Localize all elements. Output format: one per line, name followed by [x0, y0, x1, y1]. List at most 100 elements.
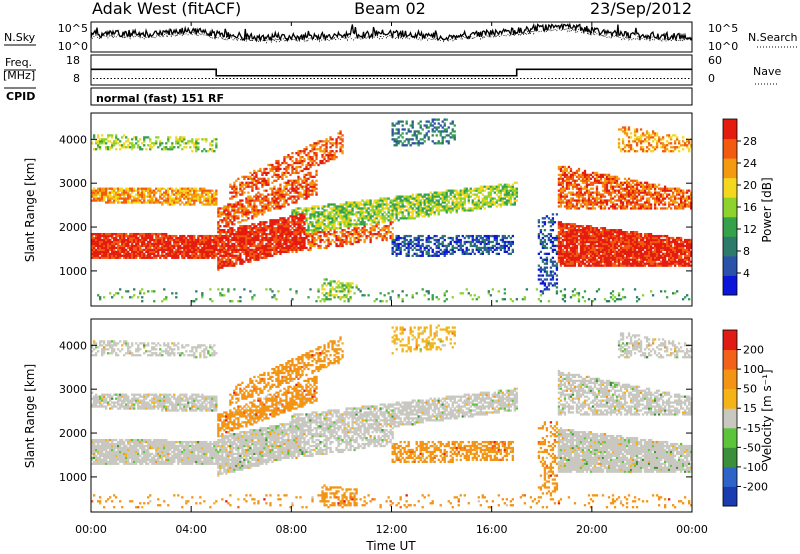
heat-cell	[213, 203, 216, 206]
heat-cell	[105, 138, 108, 141]
heat-cell	[257, 177, 260, 180]
heat-cell	[171, 250, 174, 253]
heat-cell	[223, 205, 226, 208]
heat-cell	[407, 213, 410, 216]
heat-cell	[207, 201, 210, 204]
heat-cell	[295, 165, 298, 169]
heat-cell	[173, 240, 176, 244]
heat-cell	[167, 234, 170, 238]
heat-cell	[355, 232, 358, 236]
heat-cell	[403, 209, 406, 212]
heat-cell	[465, 240, 468, 244]
heat-cell	[343, 217, 346, 220]
heat-cell	[549, 221, 553, 224]
heat-cell	[453, 207, 456, 210]
heat-cell	[287, 236, 290, 240]
heat-cell	[97, 193, 100, 196]
heat-cell	[207, 246, 210, 250]
heat-cell	[331, 215, 334, 218]
heat-cell	[163, 232, 166, 236]
heat-cell	[249, 242, 252, 246]
heat-cell	[191, 197, 194, 200]
heat-cell	[279, 232, 282, 236]
heat-cell	[351, 203, 354, 206]
heat-cell	[157, 136, 160, 139]
heat-cell	[129, 240, 132, 244]
heat-cell	[361, 229, 364, 232]
heat-cell	[415, 195, 418, 198]
heat-cell	[257, 246, 260, 250]
heat-cell	[291, 215, 294, 218]
heat-cell	[227, 240, 230, 244]
heat-cell	[137, 187, 140, 190]
heat-cell	[497, 189, 500, 192]
heat-cell	[419, 254, 422, 257]
heat-cell	[109, 234, 112, 238]
heat-cell	[419, 250, 422, 253]
heat-cell	[497, 183, 500, 186]
heat-cell	[149, 234, 152, 238]
heat-cell	[443, 201, 446, 204]
heat-cell	[429, 122, 432, 125]
heat-cell	[247, 197, 250, 200]
heat-cell	[121, 191, 124, 194]
heat-cell	[151, 142, 154, 145]
heat-cell	[291, 163, 294, 167]
heat-cell	[453, 124, 456, 127]
heat-cell	[455, 193, 458, 196]
heat-cell	[289, 163, 292, 167]
heat-cell	[181, 191, 184, 194]
heat-cell	[159, 189, 162, 192]
heat-cell	[475, 187, 478, 190]
heat-cell	[159, 242, 162, 246]
heat-cell	[549, 234, 553, 238]
heat-cell	[277, 290, 280, 293]
heat-cell	[487, 203, 490, 206]
heat-cell	[195, 242, 198, 246]
heat-cell	[515, 191, 519, 194]
heat-cell	[463, 203, 466, 206]
noise-left-label: N.Sky	[4, 31, 36, 44]
heat-cell	[295, 187, 298, 190]
heat-cell	[335, 236, 338, 240]
heat-cell	[507, 234, 510, 238]
heat-cell	[353, 201, 356, 204]
heat-cell	[297, 152, 300, 155]
heat-cell	[161, 142, 164, 145]
heat-cell	[221, 236, 224, 240]
heat-cell	[179, 191, 182, 194]
heat-cell	[311, 179, 314, 182]
heat-cell	[413, 134, 416, 137]
heat-cell	[405, 144, 408, 147]
heat-cell	[439, 236, 442, 240]
heat-cell	[193, 142, 196, 145]
heat-cell	[321, 144, 324, 147]
heat-cell	[313, 230, 316, 234]
heat-cell	[483, 199, 486, 202]
heat-cell	[501, 236, 504, 240]
heat-cell	[267, 238, 270, 242]
heat-cell	[101, 140, 104, 143]
heat-cell	[425, 244, 428, 248]
heat-cell	[235, 238, 238, 242]
heat-cell	[103, 244, 106, 248]
heat-cell	[409, 124, 412, 127]
heat-cell	[447, 140, 450, 143]
heat-cell	[421, 201, 424, 204]
heat-cell	[263, 229, 266, 232]
heat-cell	[235, 215, 238, 218]
heat-cell	[153, 144, 156, 147]
heat-cell	[231, 264, 234, 267]
heat-cell	[203, 148, 206, 151]
heat-cell	[357, 238, 360, 242]
heat-cell	[123, 236, 126, 240]
heat-cell	[243, 229, 246, 232]
heat-cell	[397, 211, 400, 214]
heat-cell	[325, 298, 328, 301]
heat-cell	[163, 236, 166, 240]
heat-cell	[487, 250, 490, 253]
heat-cell	[509, 187, 512, 190]
heat-cell	[347, 234, 350, 238]
heat-cell	[429, 209, 432, 212]
heat-cell	[537, 268, 541, 271]
